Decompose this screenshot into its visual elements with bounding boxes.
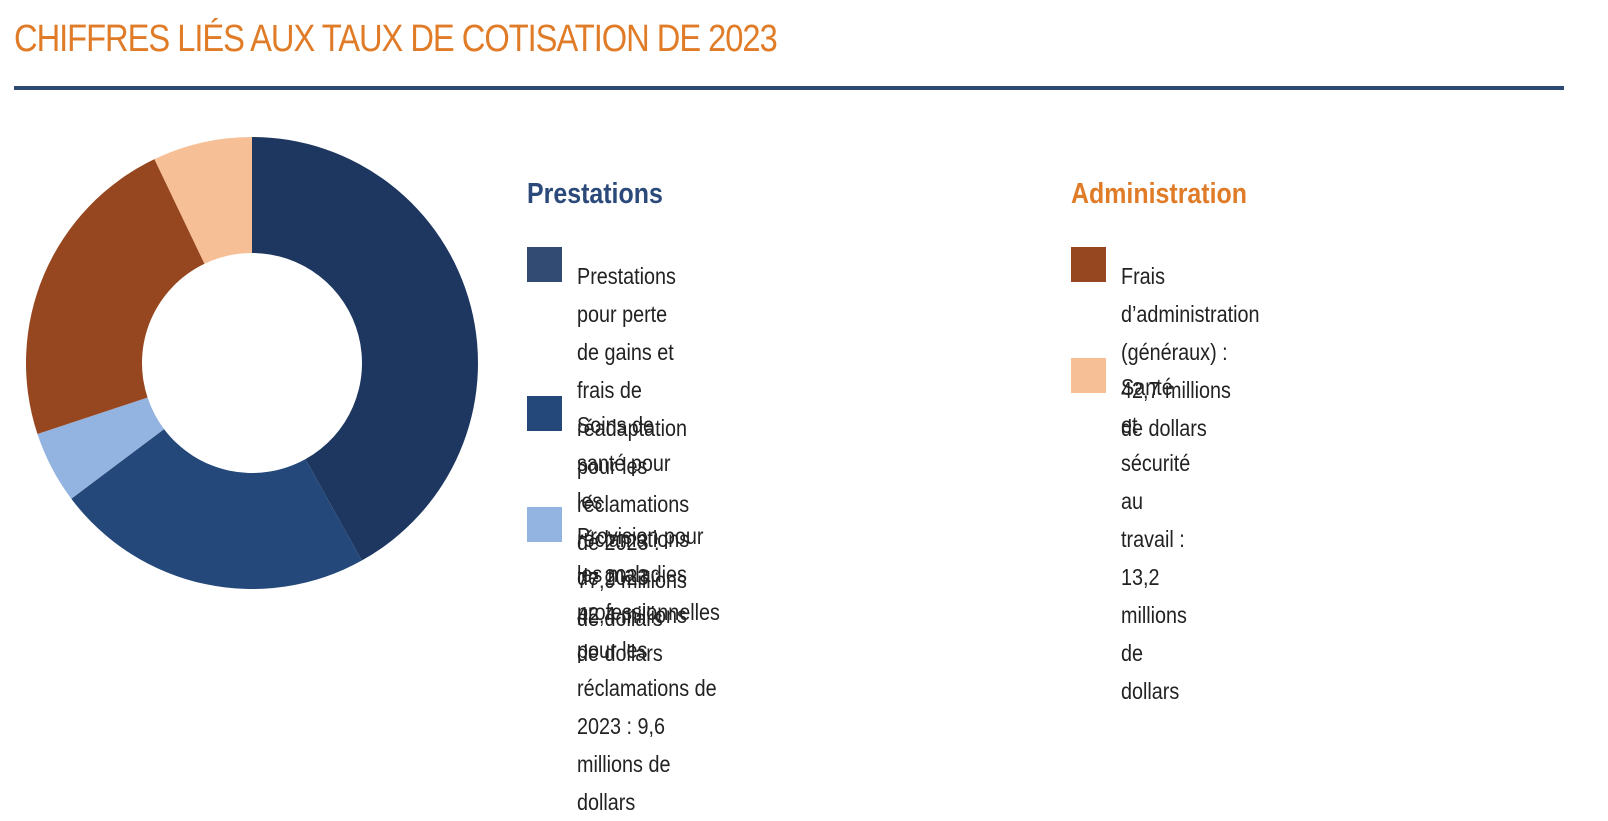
legend-line: Santé et sécurité au travail : 13,2 mill… xyxy=(1121,374,1191,628)
administration-heading: Administration xyxy=(1071,178,1247,210)
legend-line: Prestations pour perte de gains et frais… xyxy=(577,263,676,403)
legend-swatch xyxy=(527,247,562,282)
legend-label: Prestations pour perte de gains et frais… xyxy=(577,257,689,637)
legend-line: Frais d’administration (généraux) : 42,7… xyxy=(1121,263,1260,403)
legend-line: de dollars xyxy=(1121,415,1207,441)
legend-swatch xyxy=(1071,358,1106,393)
legend-label: Frais d’administration (généraux) : 42,7… xyxy=(1121,257,1260,447)
donut-slice-3 xyxy=(37,397,165,499)
legend-label: Santé et sécurité au travail : 13,2 mill… xyxy=(1121,368,1190,710)
page-title: CHIFFRES LIÉS AUX TAUX DE COTISATION DE … xyxy=(14,18,778,60)
donut-slice-5 xyxy=(154,137,252,264)
legend-line: réclamations de 2023 : 9,6 millions de d… xyxy=(577,675,717,815)
title-divider xyxy=(14,86,1564,90)
legend-swatch xyxy=(527,396,562,431)
legend-swatch xyxy=(527,507,562,542)
legend-line: de dollars xyxy=(1121,640,1180,704)
legend-line: Provision pour les maladies professionne… xyxy=(577,523,720,663)
donut-slice-4 xyxy=(25,159,205,434)
legend-line: Soins de santé pour les réclamations de … xyxy=(577,412,690,590)
donut-slice-2 xyxy=(71,429,362,589)
legend-label: Provision pour les maladies professionne… xyxy=(577,517,720,821)
prestations-heading: Prestations xyxy=(527,178,663,210)
legend-swatch xyxy=(1071,247,1106,282)
donut-slice-1 xyxy=(252,137,478,561)
legend-line: 77,9 millions de dollars xyxy=(577,567,687,631)
legend-line: réadaptation pour les réclamations de 20… xyxy=(577,415,690,555)
donut-chart xyxy=(25,137,478,589)
